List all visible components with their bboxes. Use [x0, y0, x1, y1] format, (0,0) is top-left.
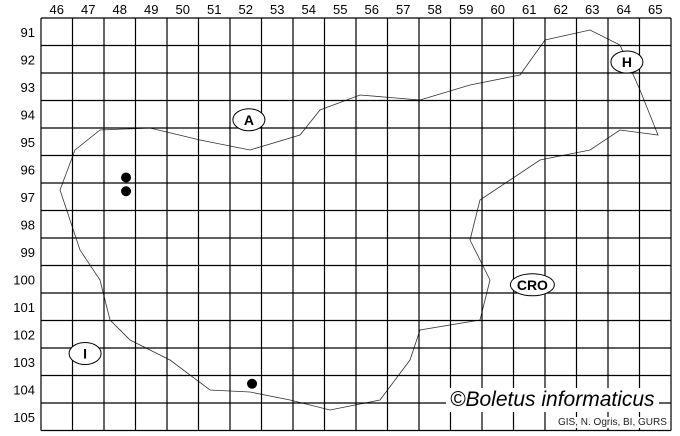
column-label: 61	[522, 2, 536, 17]
column-label: 64	[617, 2, 631, 17]
row-label: 97	[21, 190, 35, 205]
occurrence-dot	[121, 186, 132, 197]
country-label: H	[622, 54, 632, 70]
row-label: 100	[13, 272, 35, 287]
occurrence-dot	[247, 378, 258, 389]
copyright-text: ©Boletus informaticus	[446, 388, 659, 412]
column-label: 47	[81, 2, 95, 17]
column-label: 46	[50, 2, 64, 17]
column-label: 51	[207, 2, 221, 17]
column-label: 48	[113, 2, 127, 17]
country-label: CRO	[517, 277, 548, 293]
column-label: 58	[428, 2, 442, 17]
country-label-ellipse	[68, 342, 102, 365]
column-label: 65	[648, 2, 662, 17]
column-label: 54	[302, 2, 316, 17]
column-label: 57	[396, 2, 410, 17]
column-label: 63	[585, 2, 599, 17]
column-label: 50	[176, 2, 190, 17]
row-label: 93	[21, 80, 35, 95]
column-label: 52	[239, 2, 253, 17]
column-label: 60	[491, 2, 505, 17]
row-label: 101	[13, 300, 35, 315]
column-label: 56	[365, 2, 379, 17]
row-label: 102	[13, 327, 35, 342]
occurrence-dot	[121, 172, 132, 183]
row-label: 91	[21, 25, 35, 40]
row-label: 104	[13, 382, 35, 397]
column-label: 53	[270, 2, 284, 17]
column-label: 49	[144, 2, 158, 17]
row-label: 92	[21, 52, 35, 67]
row-label: 96	[21, 162, 35, 177]
country-label-ellipse	[232, 108, 266, 132]
column-label: 59	[459, 2, 473, 17]
row-label: 95	[21, 135, 35, 150]
row-label: 103	[13, 355, 35, 370]
country-border	[59, 29, 659, 411]
country-label: I	[83, 346, 87, 362]
credit-text: GIS, N. Ogris, BI, GURS	[556, 417, 669, 428]
row-label: 99	[21, 245, 35, 260]
country-label: A	[244, 112, 254, 128]
row-label: 105	[13, 410, 35, 425]
country-label-ellipse	[610, 50, 644, 74]
column-label: 55	[333, 2, 347, 17]
row-label: 98	[21, 217, 35, 232]
country-label-ellipse	[509, 273, 555, 297]
row-label: 94	[21, 107, 35, 122]
column-label: 62	[554, 2, 568, 17]
